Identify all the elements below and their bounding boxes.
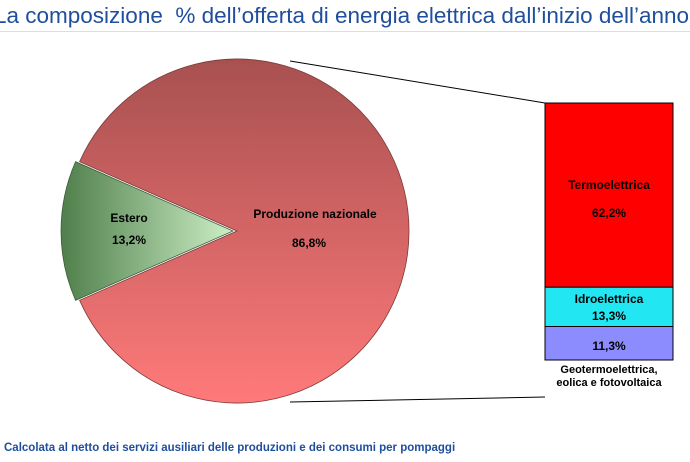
bar-segment-geotermoelettrica — [544, 326, 674, 361]
bar-label-geotermoelettrica-name-line2: eolica e fotovoltaica — [556, 377, 662, 389]
bar-segment-idroelettrica — [544, 286, 674, 328]
bar-label-geotermoelettrica-name-line1: Geotermoelettrica, — [560, 364, 657, 376]
bar-label-geotermoelettrica-value: 11,3% — [592, 339, 626, 353]
page-title: La composizione % dell’offerta di energi… — [0, 3, 689, 28]
bar-segment-termoelettrica — [544, 102, 674, 288]
pie-label-estero-value: 13,2% — [112, 233, 146, 247]
pie-label-nazionale-value: 86,8% — [292, 236, 326, 250]
pie-slice-estero — [60, 161, 234, 301]
pie-label-nazionale-name: Produzione nazionale — [253, 207, 377, 221]
footnote: Calcolata al netto dei servizi ausiliari… — [4, 442, 456, 454]
pie-label-estero-name: Estero — [110, 211, 147, 225]
bar-label-termoelettrica-value: 62,2% — [592, 206, 626, 220]
bar-label-idroelettrica-value: 13,3% — [592, 309, 626, 323]
bar-label-idroelettrica-name: Idroelettrica — [575, 292, 644, 306]
pie-slice-produzione-nazionale — [79, 58, 410, 404]
connector-line-bottom — [289, 396, 546, 403]
title-divider — [0, 31, 690, 32]
connector-line-top — [289, 60, 546, 104]
bar-label-termoelettrica-name: Termoelettrica — [568, 178, 650, 192]
